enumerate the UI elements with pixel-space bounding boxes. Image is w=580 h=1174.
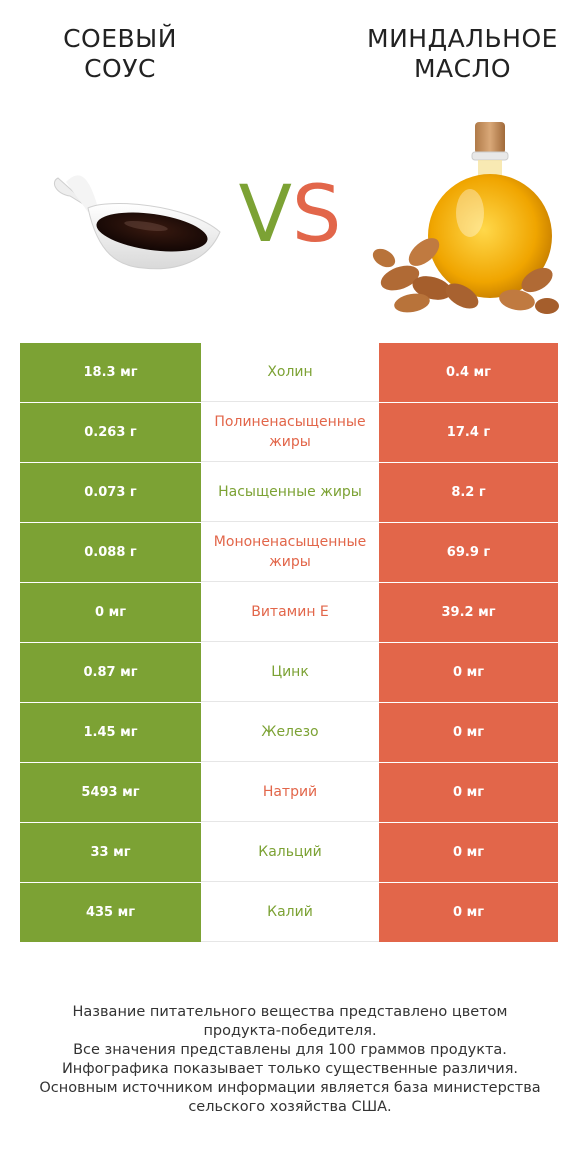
nutrient-name-cell: Натрий: [201, 763, 379, 822]
table-row: 5493 мг Натрий 0 мг: [20, 763, 558, 823]
nutrient-name-cell: Калий: [201, 883, 379, 942]
nutrient-name-cell: Полиненасыщенные жиры: [201, 403, 379, 462]
left-value-cell: 0 мг: [20, 583, 201, 642]
footer-line1: Название питательного вещества представл…: [72, 1004, 508, 1020]
right-value-cell: 0 мг: [379, 703, 558, 762]
left-value-cell: 0.87 мг: [20, 643, 201, 702]
right-value-cell: 0 мг: [379, 763, 558, 822]
nutrient-name-cell: Витамин E: [201, 583, 379, 642]
vs-s: S: [291, 170, 342, 260]
left-value-cell: 5493 мг: [20, 763, 201, 822]
right-value-cell: 69.9 г: [379, 523, 558, 582]
left-value-cell: 1.45 мг: [20, 703, 201, 762]
table-row: 0.073 г Насыщенные жиры 8.2 г: [20, 463, 558, 523]
right-value-cell: 39.2 мг: [379, 583, 558, 642]
table-row: 0.088 г Мононенасыщенные жиры 69.9 г: [20, 523, 558, 583]
footer-line4: Инфографика показывает только существенн…: [61, 1061, 519, 1077]
right-value-cell: 0.4 мг: [379, 343, 558, 402]
left-value-cell: 33 мг: [20, 823, 201, 882]
right-value-cell: 0 мг: [379, 823, 558, 882]
nutrient-name-cell: Кальций: [201, 823, 379, 882]
left-value-cell: 0.088 г: [20, 523, 201, 582]
table-row: 0.263 г Полиненасыщенные жиры 17.4 г: [20, 403, 558, 463]
nutrient-name-cell: Насыщенные жиры: [201, 463, 379, 522]
almond-oil-image: [372, 122, 559, 314]
soy-sauce-image: [54, 175, 221, 270]
table-row: 0 мг Витамин E 39.2 мг: [20, 583, 558, 643]
footer-line6: сельского хозяйства США.: [188, 1099, 392, 1115]
nutrient-name-cell: Мононенасыщенные жиры: [201, 523, 379, 582]
nutrient-name-cell: Железо: [201, 703, 379, 762]
footer-line2: продукта-победителя.: [203, 1023, 377, 1039]
table-row: 33 мг Кальций 0 мг: [20, 823, 558, 883]
left-value-cell: 18.3 мг: [20, 343, 201, 402]
left-product-title: СОЕВЫЙ СОУС: [40, 24, 200, 84]
left-value-cell: 0.073 г: [20, 463, 201, 522]
footer-line3: Все значения представлены для 100 граммо…: [73, 1042, 507, 1058]
right-product-title: МИНДАЛЬНОЕ МАСЛО: [355, 24, 570, 84]
right-title-line2: МАСЛО: [413, 54, 512, 83]
vs-label: VS: [222, 170, 358, 260]
left-value-cell: 0.263 г: [20, 403, 201, 462]
right-value-cell: 17.4 г: [379, 403, 558, 462]
table-row: 0.87 мг Цинк 0 мг: [20, 643, 558, 703]
vs-v: V: [238, 170, 292, 260]
footer-line5: Основным источником информации является …: [39, 1080, 541, 1096]
table-row: 18.3 мг Холин 0.4 мг: [20, 343, 558, 403]
left-value-cell: 435 мг: [20, 883, 201, 942]
footer-notes: Название питательного вещества представл…: [20, 1003, 560, 1117]
left-title-line1: СОЕВЫЙ: [63, 24, 177, 53]
nutrient-name-cell: Холин: [201, 343, 379, 402]
right-value-cell: 8.2 г: [379, 463, 558, 522]
left-title-line2: СОУС: [84, 54, 156, 83]
table-row: 1.45 мг Железо 0 мг: [20, 703, 558, 763]
comparison-table: 18.3 мг Холин 0.4 мг 0.263 г Полиненасыщенны…: [20, 343, 558, 943]
nutrient-name-cell: Цинк: [201, 643, 379, 702]
right-value-cell: 0 мг: [379, 643, 558, 702]
right-title-line1: МИНДАЛЬНОЕ: [367, 24, 558, 53]
right-value-cell: 0 мг: [379, 883, 558, 942]
table-row: 435 мг Калий 0 мг: [20, 883, 558, 943]
